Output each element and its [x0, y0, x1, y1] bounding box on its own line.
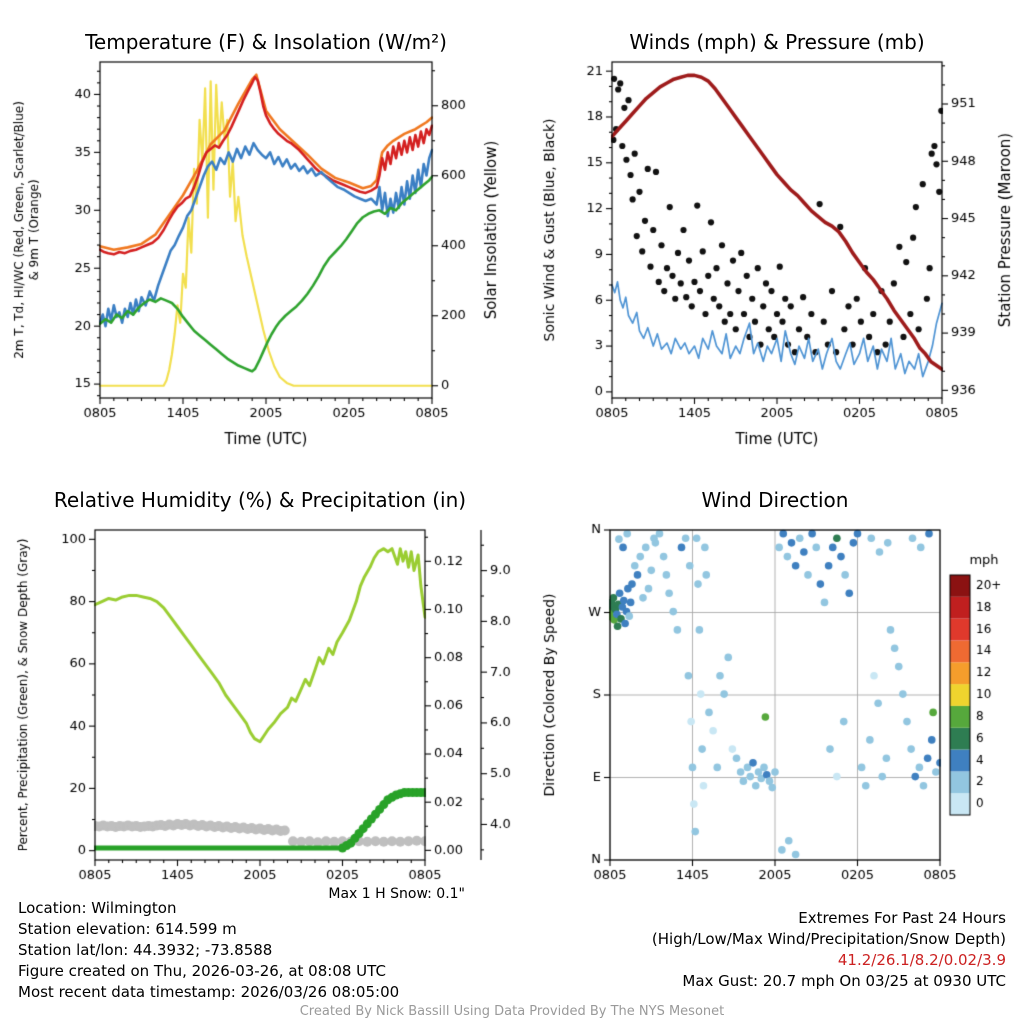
chart-title-wind-direction: Wind Direction	[701, 488, 849, 512]
max-snow-note: Max 1 H Snow: 0.1"	[328, 886, 465, 902]
extremes-subtitle: (High/Low/Max Wind/Precipitation/Snow De…	[651, 930, 1006, 948]
station-info: Location: Wilmington Station elevation: …	[18, 898, 399, 1003]
station-latlon: Station lat/lon: 44.3932; -73.8588	[18, 941, 273, 959]
wind-direction-chart	[512, 460, 1024, 920]
chart-title-winds: Winds (mph) & Pressure (mb)	[629, 30, 925, 54]
chart-title-temperature: Temperature (F) & Insolation (W/m²)	[85, 30, 447, 54]
chart-title-humidity: Relative Humidity (%) & Precipitation (i…	[53, 488, 467, 512]
station-location: Location: Wilmington	[18, 899, 177, 917]
extremes-title: Extremes For Past 24 Hours	[798, 909, 1006, 927]
extremes-values: 41.2/26.1/8.2/0.02/3.9	[837, 951, 1006, 969]
extremes-block: Extremes For Past 24 Hours (High/Low/Max…	[556, 908, 1006, 992]
data-timestamp: Most recent data timestamp: 2026/03/26 0…	[18, 983, 400, 1001]
figure-created: Figure created on Thu, 2026-03-26, at 08…	[18, 962, 386, 980]
station-elevation: Station elevation: 614.599 m	[18, 920, 237, 938]
humidity-precipitation-chart	[0, 460, 512, 920]
temperature-insolation-chart	[0, 0, 512, 460]
credit-line: Created By Nick Bassill Using Data Provi…	[299, 1004, 725, 1019]
max-gust: Max Gust: 20.7 mph On 03/25 at 0930 UTC	[682, 972, 1006, 990]
winds-pressure-chart	[512, 0, 1024, 460]
